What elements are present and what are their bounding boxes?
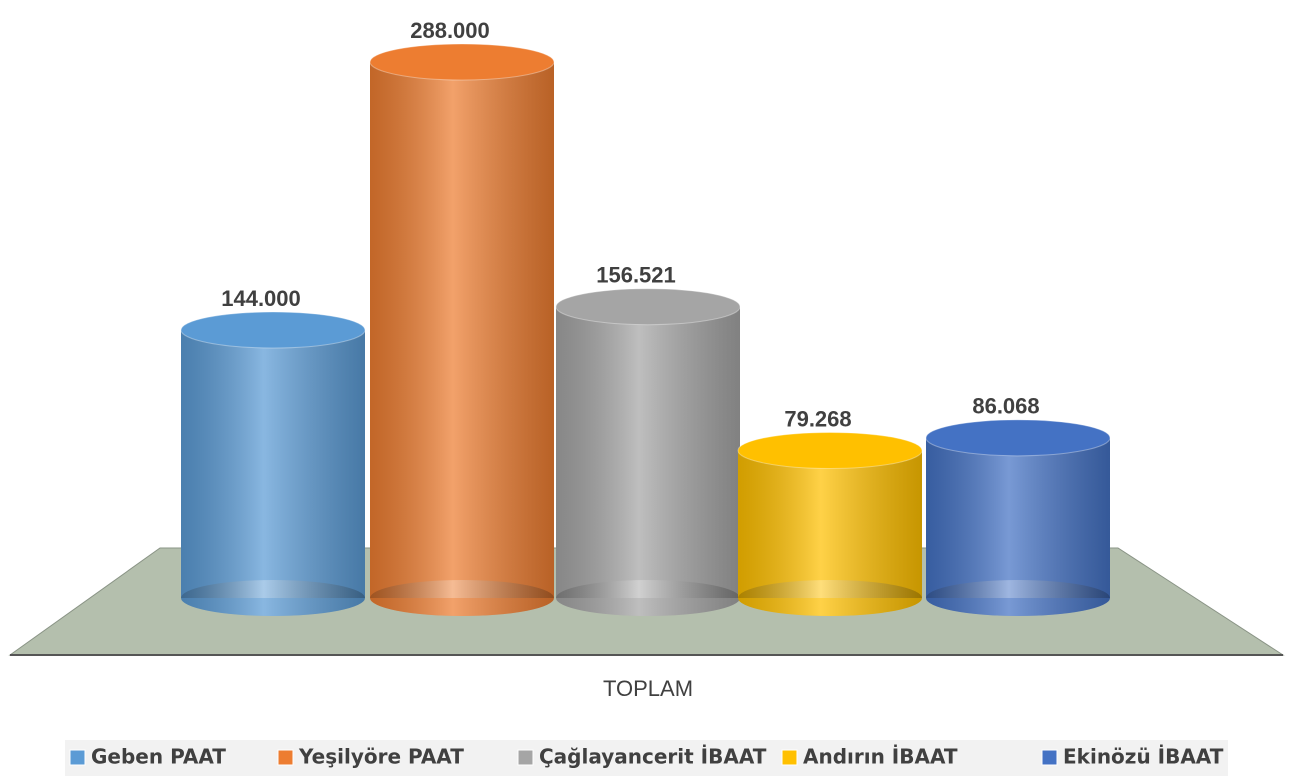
legend-swatch: [69, 749, 86, 766]
legend-swatch: [781, 749, 798, 766]
bar-shade: [738, 450, 922, 598]
bar-shade-bottom: [556, 580, 740, 616]
value-label: 156.521: [596, 263, 676, 288]
legend-label: Yeşilyöre PAAT: [298, 745, 464, 769]
bar-shade-bottom: [370, 580, 554, 616]
bar-shade: [370, 62, 554, 598]
bar-shade-bottom: [738, 580, 922, 616]
legend-label: Ekinözü İBAAT: [1063, 745, 1224, 769]
legend-background: [65, 740, 1228, 776]
cylinder-top: [737, 431, 923, 469]
cylinder-top: [555, 288, 741, 326]
x-category-label: TOPLAM: [603, 676, 693, 701]
legend-swatch: [277, 749, 294, 766]
cylinder-top: [369, 43, 555, 81]
legend-label: Geben PAAT: [91, 745, 226, 769]
bar-shade: [181, 330, 365, 598]
value-label: 144.000: [221, 286, 301, 311]
value-label: 86.068: [972, 394, 1039, 419]
cylinder-top: [180, 311, 366, 349]
bar-shade-bottom: [181, 580, 365, 616]
bar-shade: [926, 437, 1110, 598]
legend-swatch: [1041, 749, 1058, 766]
value-label: 79.268: [784, 406, 851, 431]
cylinder-top: [925, 419, 1111, 457]
legend-label: Çağlayancerit İBAAT: [539, 745, 767, 769]
bar-shade: [556, 306, 740, 598]
legend-swatch: [517, 749, 534, 766]
value-label: 288.000: [410, 18, 490, 43]
bar-shade-bottom: [926, 580, 1110, 616]
legend-label: Andırın İBAAT: [803, 745, 958, 769]
